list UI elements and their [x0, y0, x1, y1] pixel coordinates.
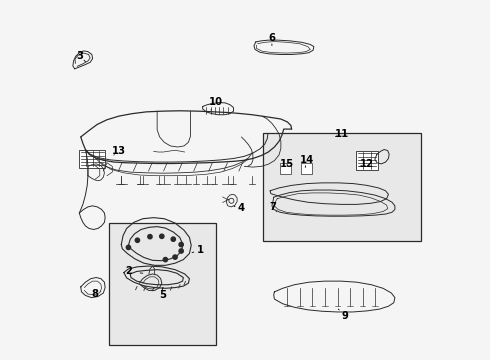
Bar: [79, 149, 105, 168]
Text: 14: 14: [299, 155, 314, 167]
Bar: [301, 163, 312, 174]
Text: 3: 3: [76, 51, 85, 62]
Text: 8: 8: [91, 289, 101, 299]
Text: 2: 2: [125, 266, 143, 276]
Text: 5: 5: [159, 288, 166, 300]
Bar: [109, 223, 216, 345]
Bar: [280, 163, 291, 174]
Circle shape: [160, 234, 164, 238]
Circle shape: [179, 249, 183, 253]
Text: 13: 13: [112, 146, 126, 156]
Circle shape: [163, 257, 168, 262]
Text: 11: 11: [335, 129, 349, 139]
Bar: [356, 150, 378, 170]
Circle shape: [179, 242, 183, 247]
Text: 7: 7: [270, 202, 276, 212]
Text: 9: 9: [338, 309, 349, 320]
Circle shape: [135, 238, 140, 242]
Text: 6: 6: [269, 33, 275, 45]
Circle shape: [171, 237, 175, 241]
Circle shape: [126, 245, 131, 249]
Circle shape: [148, 234, 152, 239]
Text: 15: 15: [280, 159, 294, 169]
Text: 1: 1: [192, 245, 204, 255]
Circle shape: [173, 255, 177, 259]
Bar: [263, 134, 421, 241]
Text: 12: 12: [360, 159, 374, 169]
Text: 4: 4: [234, 203, 245, 213]
Text: 10: 10: [209, 97, 222, 110]
